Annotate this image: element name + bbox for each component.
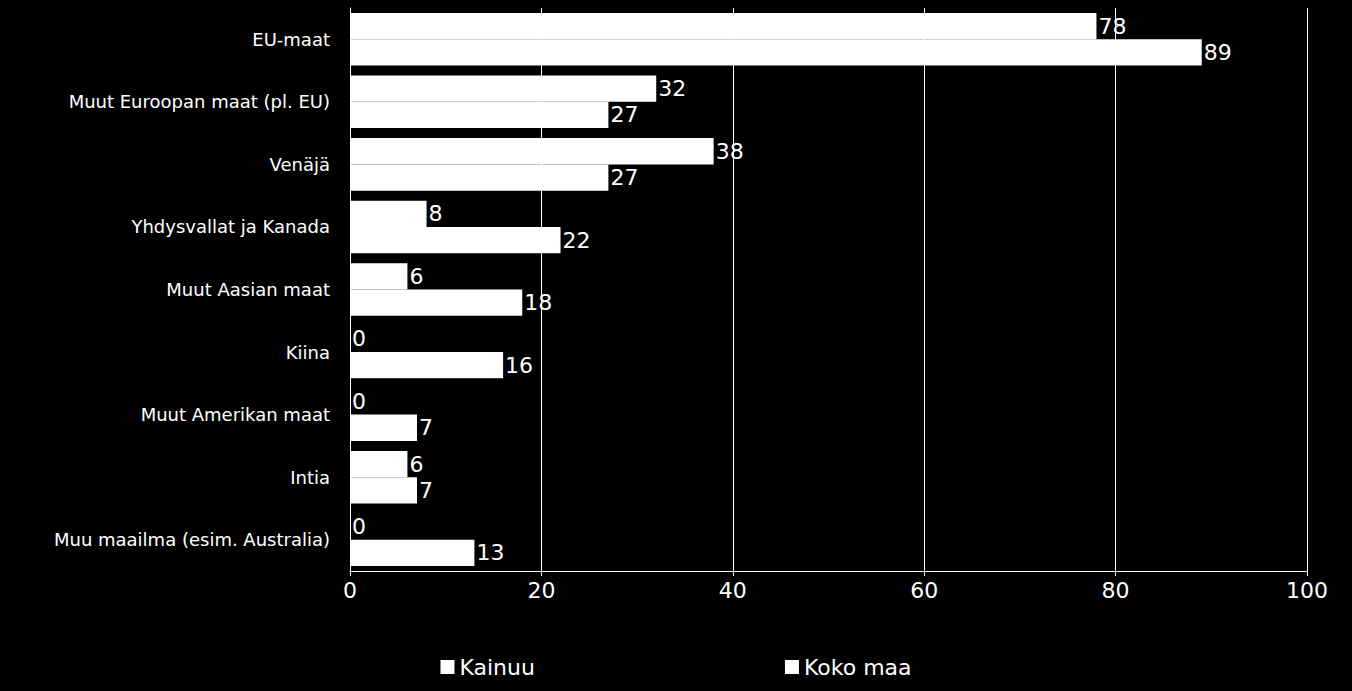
svg-text:89: 89 xyxy=(1204,40,1232,65)
svg-text:20: 20 xyxy=(527,578,555,603)
svg-text:22: 22 xyxy=(563,228,591,253)
svg-text:18: 18 xyxy=(524,290,552,315)
svg-text:32: 32 xyxy=(658,76,686,101)
svg-text:Venäjä: Venäjä xyxy=(270,154,330,175)
svg-text:0: 0 xyxy=(352,389,366,414)
svg-text:0: 0 xyxy=(352,514,366,539)
svg-text:Muu maailma (esim. Australia): Muu maailma (esim. Australia) xyxy=(54,529,330,550)
svg-text:8: 8 xyxy=(429,201,443,226)
svg-text:Muut Amerikan maat: Muut Amerikan maat xyxy=(141,404,330,425)
svg-text:80: 80 xyxy=(1102,578,1130,603)
svg-text:6: 6 xyxy=(409,452,423,477)
svg-text:60: 60 xyxy=(910,578,938,603)
svg-text:Muut Euroopan maat (pl. EU): Muut Euroopan maat (pl. EU) xyxy=(69,91,330,112)
svg-text:Kainuu: Kainuu xyxy=(459,655,534,680)
svg-text:0: 0 xyxy=(352,326,366,351)
svg-text:78: 78 xyxy=(1098,14,1126,39)
svg-text:Intia: Intia xyxy=(290,467,330,488)
svg-text:16: 16 xyxy=(505,353,533,378)
svg-text:38: 38 xyxy=(716,139,744,164)
svg-text:7: 7 xyxy=(419,415,433,440)
svg-text:100: 100 xyxy=(1286,578,1328,603)
svg-text:6: 6 xyxy=(409,264,423,289)
svg-text:EU-maat: EU-maat xyxy=(252,29,330,50)
svg-text:0: 0 xyxy=(343,578,357,603)
svg-text:13: 13 xyxy=(476,540,504,565)
svg-text:27: 27 xyxy=(610,102,638,127)
svg-text:Muut Aasian maat: Muut Aasian maat xyxy=(166,279,330,300)
svg-text:40: 40 xyxy=(719,578,747,603)
svg-text:Yhdysvallat ja Kanada: Yhdysvallat ja Kanada xyxy=(130,216,330,237)
svg-text:27: 27 xyxy=(610,165,638,190)
svg-text:Koko maa: Koko maa xyxy=(804,655,912,680)
svg-text:7: 7 xyxy=(419,478,433,503)
svg-text:Kiina: Kiina xyxy=(286,342,330,363)
